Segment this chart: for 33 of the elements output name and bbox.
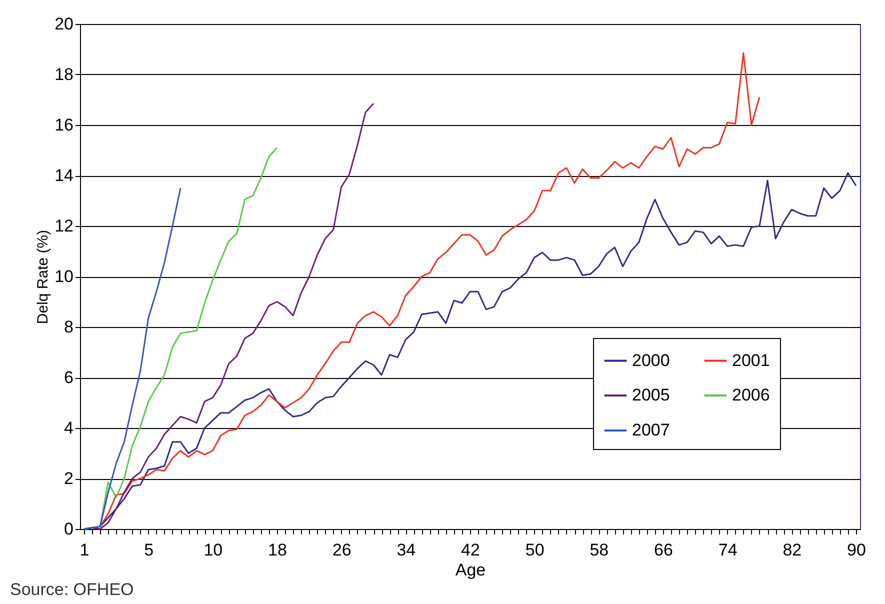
y-tick-label: 10 [54, 267, 74, 286]
x-axis-title: Age [455, 560, 486, 580]
y-axis-title: Delq Rate (%) [34, 230, 52, 324]
y-tick-label: 16 [54, 116, 74, 134]
legend-label: 2006 [732, 386, 770, 404]
x-tick-label: 26 [332, 540, 352, 560]
y-tick-label: 18 [54, 65, 74, 84]
legend-label: 2007 [632, 420, 670, 440]
x-tick-label: 42 [461, 540, 480, 560]
legend-label: 2000 [632, 350, 670, 370]
x-tick-label: 58 [590, 540, 609, 560]
x-tick-label: 82 [782, 540, 802, 560]
line-series [83, 187, 182, 530]
y-tick-label: 0 [64, 520, 74, 538]
y-tick-label: 14 [54, 166, 74, 185]
x-tick-label: 10 [204, 540, 223, 560]
x-tick-label: 74 [718, 540, 738, 560]
y-tick-label: 2 [64, 469, 74, 488]
y-tick-label: 6 [64, 368, 74, 387]
x-tick-label: 90 [847, 540, 866, 560]
y-tick-label: 12 [54, 216, 74, 236]
legend-label: 2005 [632, 386, 670, 404]
x-tick-label: 1 [80, 540, 90, 560]
source-note: Source: OFHEO [10, 580, 134, 599]
x-tick-label: 66 [654, 540, 673, 560]
x-tick-label: 50 [525, 540, 544, 560]
x-tick-label: 34 [396, 540, 416, 560]
y-tick-label: 4 [64, 418, 74, 438]
y-tick-label: 8 [64, 318, 74, 336]
y-tick-label: 20 [54, 14, 74, 34]
x-tick-label: 5 [144, 540, 154, 560]
legend-label: 2001 [732, 350, 770, 370]
x-tick-label: 18 [268, 540, 287, 560]
